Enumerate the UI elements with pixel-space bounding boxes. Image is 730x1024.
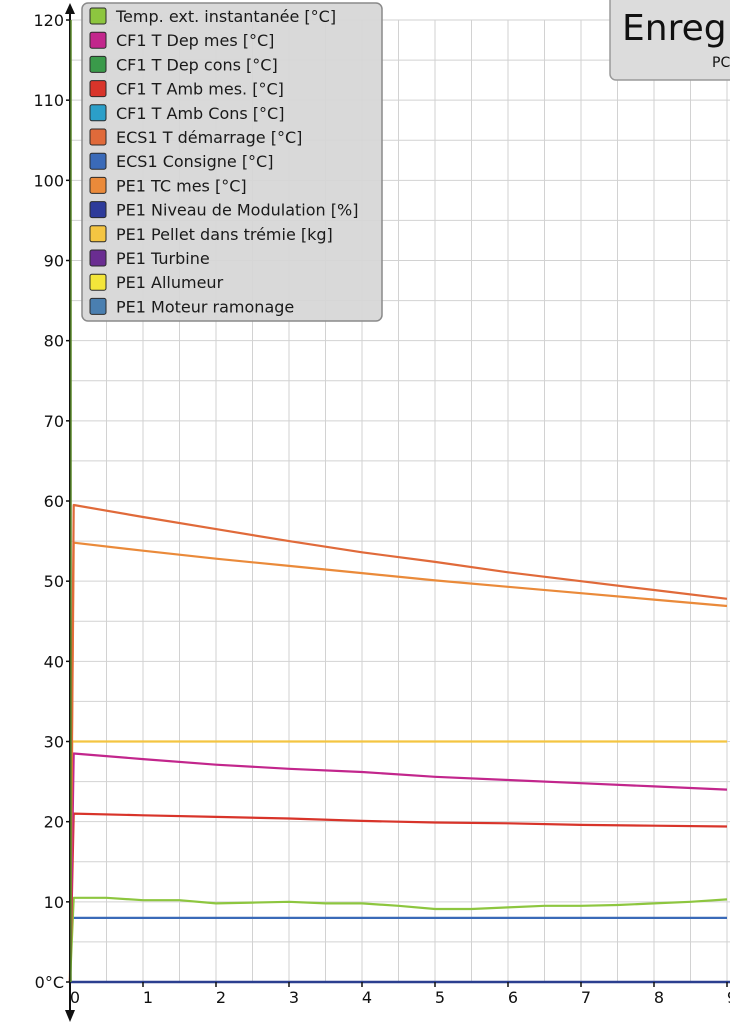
y-tick-label: 50 <box>44 572 64 591</box>
legend-label: PE1 Pellet dans trémie [kg] <box>116 225 333 244</box>
legend-label: PE1 Moteur ramonage <box>116 297 294 316</box>
x-tick-label: 8 <box>654 988 664 1007</box>
series-line-0 <box>68 896 728 983</box>
legend-label: ECS1 Consigne [°C] <box>116 152 273 171</box>
legend-box <box>81 2 383 322</box>
x-tick-label: 0 <box>70 988 80 1007</box>
legend-label: CF1 T Dep cons [°C] <box>116 55 278 74</box>
y-tick-label: 110 <box>33 91 64 110</box>
y-axis-arrow-up-icon <box>65 3 75 14</box>
legend-swatch <box>89 152 107 170</box>
y-tick-label: 0°C <box>35 973 64 992</box>
title-subtext: PC <box>712 55 730 71</box>
legend-label: ECS1 T démarrage [°C] <box>116 128 302 147</box>
legend-swatch <box>89 297 107 315</box>
legend-swatch <box>89 128 107 146</box>
legend-label: PE1 Turbine <box>116 249 210 268</box>
series-line-5 <box>68 503 728 983</box>
y-tick-labels: 0°C 10 20 30 40 50 60 70 80 90 100 110 120 <box>33 11 70 992</box>
series-line-1 <box>68 752 728 983</box>
legend-swatch <box>89 176 107 194</box>
y-tick-label: 120 <box>33 11 64 30</box>
legend-swatch <box>89 225 107 243</box>
legend-label: CF1 T Dep mes [°C] <box>116 31 274 50</box>
x-tick-label: 1 <box>143 988 153 1007</box>
x-tick-label: 6 <box>508 988 518 1007</box>
legend-swatch <box>89 104 107 122</box>
y-tick-label: 20 <box>44 813 64 832</box>
y-axis-arrow-down-icon <box>65 1010 75 1022</box>
y-tick-label: 10 <box>44 893 64 912</box>
x-tick-label: 3 <box>289 988 299 1007</box>
title-panel: Enregi PC <box>609 0 730 81</box>
legend-label: PE1 Niveau de Modulation [%] <box>116 201 358 220</box>
legend-label: CF1 T Amb mes. [°C] <box>116 80 284 99</box>
legend: Temp. ext. instantanée [°C] CF1 T Dep mes… <box>81 2 383 322</box>
legend-label: PE1 TC mes [°C] <box>116 176 247 195</box>
title-panel-bg <box>609 0 730 81</box>
x-tick-label: 5 <box>435 988 445 1007</box>
series-line-3 <box>68 812 728 983</box>
y-tick-label: 30 <box>44 733 64 752</box>
y-tick-label: 40 <box>44 652 64 671</box>
x-tick-label: 2 <box>216 988 226 1007</box>
axes <box>65 3 730 1022</box>
legend-label: Temp. ext. instantanée [°C] <box>115 7 336 26</box>
legend-label: PE1 Allumeur <box>116 273 224 292</box>
x-tick-labels: 0 1 2 3 4 5 6 7 8 9 <box>69 982 730 1007</box>
legend-swatch <box>89 55 107 73</box>
x-tick-label: 4 <box>362 988 372 1007</box>
title-text: Enregi <box>622 8 730 49</box>
y-tick-label: 80 <box>44 332 64 351</box>
series-line-7 <box>68 541 728 983</box>
legend-label: CF1 T Amb Cons [°C] <box>116 104 284 123</box>
y-tick-label: 90 <box>44 252 64 271</box>
x-tick-label: 9 <box>727 988 730 1007</box>
y-tick-label: 100 <box>33 171 64 190</box>
legend-swatch <box>89 7 107 25</box>
legend-swatch <box>89 31 107 49</box>
y-tick-label: 70 <box>44 412 64 431</box>
legend-swatch <box>89 273 107 291</box>
legend-swatch <box>89 80 107 98</box>
x-tick-label: 7 <box>581 988 591 1007</box>
legend-swatch <box>89 249 107 267</box>
y-tick-label: 60 <box>44 492 64 511</box>
grid <box>69 19 730 983</box>
legend-swatch <box>89 201 107 219</box>
